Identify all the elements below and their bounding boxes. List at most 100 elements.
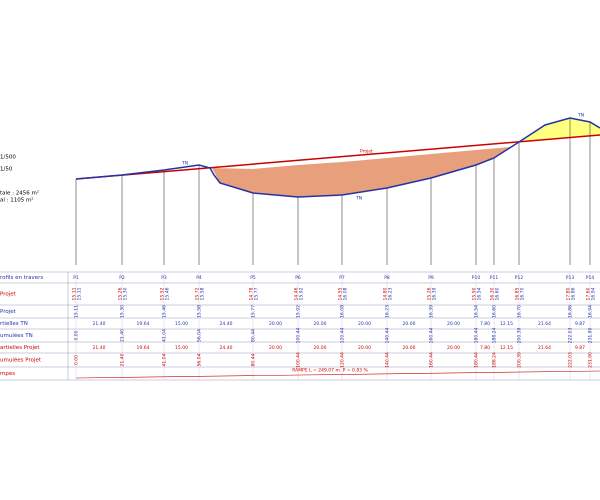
z-projet-2: 15.58	[197, 305, 203, 318]
station-name: P12	[515, 275, 524, 281]
partial-projet: 7.80	[480, 345, 490, 351]
z-projet-2: 15.11	[74, 305, 80, 318]
z-tn: 14.80	[383, 287, 389, 300]
z-tn: 15.52	[160, 287, 166, 300]
partial-projet: 20.00	[314, 345, 327, 351]
scale-h: 1/500	[0, 155, 16, 161]
station-name: P7	[339, 275, 345, 281]
cum-projet: 140.44	[385, 352, 391, 368]
partial-projet: 15.00	[175, 345, 188, 351]
z-projet: 16.39	[432, 287, 438, 300]
z-projet: 16.94	[591, 287, 597, 300]
cum-tn: 231.90	[588, 327, 594, 343]
row-label: rtielles TN	[0, 321, 28, 327]
cum-tn: 100.44	[296, 327, 302, 343]
z-projet-2: 16.86	[568, 305, 574, 318]
partial-tn: 19.64	[137, 321, 150, 327]
z-tn: 17.80	[566, 287, 572, 300]
partial-tn: 7.80	[480, 321, 490, 327]
z-tn: 16.30	[490, 287, 496, 300]
row-label: umulées Projet	[0, 357, 42, 364]
z-projet: 15.30	[123, 287, 129, 300]
cum-projet: 100.44	[296, 352, 302, 368]
cum-projet: 180.44	[474, 352, 480, 368]
cum-projet: 200.39	[517, 352, 523, 368]
cum-projet: 56.04	[197, 353, 203, 366]
cum-projet: 41.04	[162, 353, 168, 366]
z-projet: 15.46	[165, 287, 171, 300]
cum-projet: 160.44	[429, 352, 435, 368]
partial-tn: 21.40	[93, 321, 106, 327]
z-tn: 14.55	[338, 287, 344, 300]
area-2: al : 1105 m²	[0, 197, 34, 204]
z-projet: 15.11	[77, 287, 83, 300]
station-name: P9	[428, 275, 434, 281]
partial-tn: 20.00	[314, 321, 327, 327]
z-tn: 14.46	[294, 287, 300, 300]
cum-tn: 140.44	[385, 327, 391, 343]
tn-label: TN	[355, 196, 362, 202]
partial-tn: 15.00	[175, 321, 188, 327]
partial-projet: 21.64	[538, 345, 551, 351]
projet-label: Projet	[360, 149, 373, 155]
station-name: P5	[250, 275, 256, 281]
z-projet-2: 16.54	[474, 305, 480, 318]
z-projet-2: 15.92	[296, 305, 302, 318]
ramp-line	[75, 370, 600, 379]
cum-tn: 0.00	[74, 330, 80, 340]
partial-projet: 20.00	[269, 345, 282, 351]
z-tn: 15.26	[427, 287, 433, 300]
z-tn: 14.78	[249, 287, 255, 300]
z-tn: 15.11	[72, 287, 78, 300]
cum-tn: 21.40	[120, 329, 126, 342]
cum-tn: 160.44	[429, 327, 435, 343]
partial-projet: 20.00	[403, 345, 416, 351]
cum-tn: 180.44	[474, 327, 480, 343]
cum-tn: 56.04	[197, 329, 203, 342]
partial-tn: 9.87	[575, 321, 585, 327]
z-tn: 17.60	[586, 287, 592, 300]
cum-projet: 222.03	[568, 352, 574, 368]
tn-label: TN	[577, 113, 584, 119]
station-name: P3	[161, 275, 167, 281]
z-projet-2: 16.08	[340, 305, 346, 318]
cum-projet: 0.00	[74, 355, 80, 365]
partial-tn: 20.00	[447, 321, 460, 327]
ramp-label: RAMPE L = 249.07 m. P = 0.83 %	[292, 368, 368, 374]
tn-label: TN	[181, 161, 188, 167]
z-tn: 15.72	[195, 287, 201, 300]
z-projet-2: 16.70	[517, 305, 523, 318]
cum-projet: 120.44	[340, 352, 346, 368]
z-projet: 16.54	[477, 287, 483, 300]
cum-tn: 80.44	[251, 329, 257, 342]
z-projet: 15.77	[254, 287, 260, 300]
partial-tn: 20.00	[403, 321, 416, 327]
z-projet: 16.60	[495, 287, 501, 300]
cum-projet: 21.40	[120, 353, 126, 366]
partial-projet: 20.00	[447, 345, 460, 351]
cum-tn: 200.39	[517, 327, 523, 343]
row-label: artielles Projet	[0, 345, 40, 351]
row-label: mpes	[0, 371, 15, 377]
z-projet-2: 15.46	[162, 305, 168, 318]
area-1: tale : 2456 m²	[0, 190, 39, 197]
z-projet: 15.58	[200, 287, 206, 300]
partial-tn: 20.00	[269, 321, 282, 327]
z-projet-2: 16.60	[492, 305, 498, 318]
z-projet-2: 15.77	[251, 305, 257, 318]
station-name: P2	[119, 275, 125, 281]
cum-projet: 188.24	[492, 352, 498, 368]
partial-projet: 21.40	[93, 345, 106, 351]
cum-projet: 231.90	[588, 352, 594, 368]
partial-tn: 21.64	[538, 321, 551, 327]
cut-area	[212, 147, 510, 197]
partial-tn: 12.15	[500, 321, 513, 327]
station-name: P6	[295, 275, 301, 281]
z-projet-2: 16.23	[385, 305, 391, 318]
z-projet: 16.70	[520, 287, 526, 300]
station-name: P8	[384, 275, 390, 281]
row-label: umulées TN	[0, 332, 33, 339]
station-name: P14	[586, 275, 595, 281]
cum-projet: 80.44	[251, 353, 257, 366]
z-projet: 16.08	[343, 287, 349, 300]
